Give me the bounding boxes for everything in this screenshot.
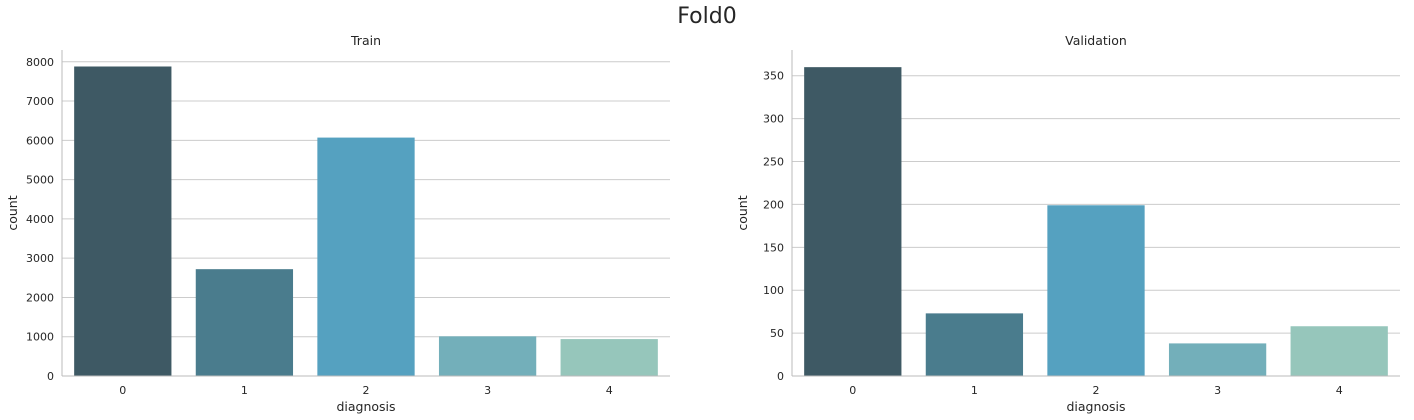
train-x-tick-label: 1 bbox=[241, 384, 248, 397]
figure-title: Fold0 bbox=[677, 4, 736, 29]
train-y-axis-label: count bbox=[5, 195, 20, 230]
validation-bar-2 bbox=[1047, 205, 1145, 376]
validation-x-axis-label: diagnosis bbox=[1066, 399, 1125, 414]
validation-y-tick-label: 0 bbox=[777, 370, 784, 383]
train-y-tick-label: 3000 bbox=[26, 252, 54, 265]
train-bar-3 bbox=[438, 336, 537, 376]
validation-y-tick-label: 300 bbox=[763, 113, 784, 126]
validation-bar-1 bbox=[925, 313, 1024, 376]
validation-bar-0 bbox=[804, 67, 902, 376]
validation-y-tick-label: 250 bbox=[763, 156, 784, 169]
train-y-tick-label: 2000 bbox=[26, 291, 54, 304]
validation-y-axis-label: count bbox=[735, 195, 750, 230]
train-y-tick-label: 5000 bbox=[26, 174, 54, 187]
validation-x-tick-label: 4 bbox=[1336, 384, 1343, 397]
train-bar-2 bbox=[317, 137, 415, 376]
validation-bar-4 bbox=[1290, 326, 1388, 376]
validation-y-tick-label: 200 bbox=[763, 198, 784, 211]
validation-title: Validation bbox=[1065, 33, 1127, 48]
train-y-tick-label: 8000 bbox=[26, 56, 54, 69]
train-bar-0 bbox=[74, 66, 172, 376]
train-x-tick-label: 2 bbox=[363, 384, 370, 397]
train-y-tick-label: 4000 bbox=[26, 213, 54, 226]
train-y-tick-label: 0 bbox=[47, 370, 54, 383]
validation-y-tick-label: 350 bbox=[763, 70, 784, 83]
train-panel: 0 1000 2000 3000 4000 5000 6000 7000 8000 0 1 2 3 4 Tr… bbox=[5, 33, 670, 414]
train-y-tick-label: 6000 bbox=[26, 134, 54, 147]
validation-x-tick-label: 2 bbox=[1093, 384, 1100, 397]
train-x-tick-label: 3 bbox=[484, 384, 491, 397]
validation-y-tick-label: 100 bbox=[763, 284, 784, 297]
train-y-tick-label: 7000 bbox=[26, 95, 54, 108]
validation-x-tick-label: 0 bbox=[849, 384, 856, 397]
validation-x-tick-label: 3 bbox=[1214, 384, 1221, 397]
train-x-tick-label: 0 bbox=[119, 384, 126, 397]
train-x-tick-label: 4 bbox=[606, 384, 613, 397]
train-title: Train bbox=[350, 33, 381, 48]
train-x-axis-label: diagnosis bbox=[336, 399, 395, 414]
train-bar-1 bbox=[195, 269, 294, 376]
train-y-tick-label: 1000 bbox=[26, 331, 54, 344]
validation-y-tick-label: 50 bbox=[770, 327, 784, 340]
validation-bar-3 bbox=[1168, 343, 1267, 376]
validation-y-tick-label: 150 bbox=[763, 241, 784, 254]
train-bar-4 bbox=[560, 339, 658, 376]
validation-x-tick-label: 1 bbox=[971, 384, 978, 397]
validation-panel: 0 50 100 150 200 250 300 350 0 1 2 3 4 Validation diag… bbox=[735, 33, 1400, 414]
